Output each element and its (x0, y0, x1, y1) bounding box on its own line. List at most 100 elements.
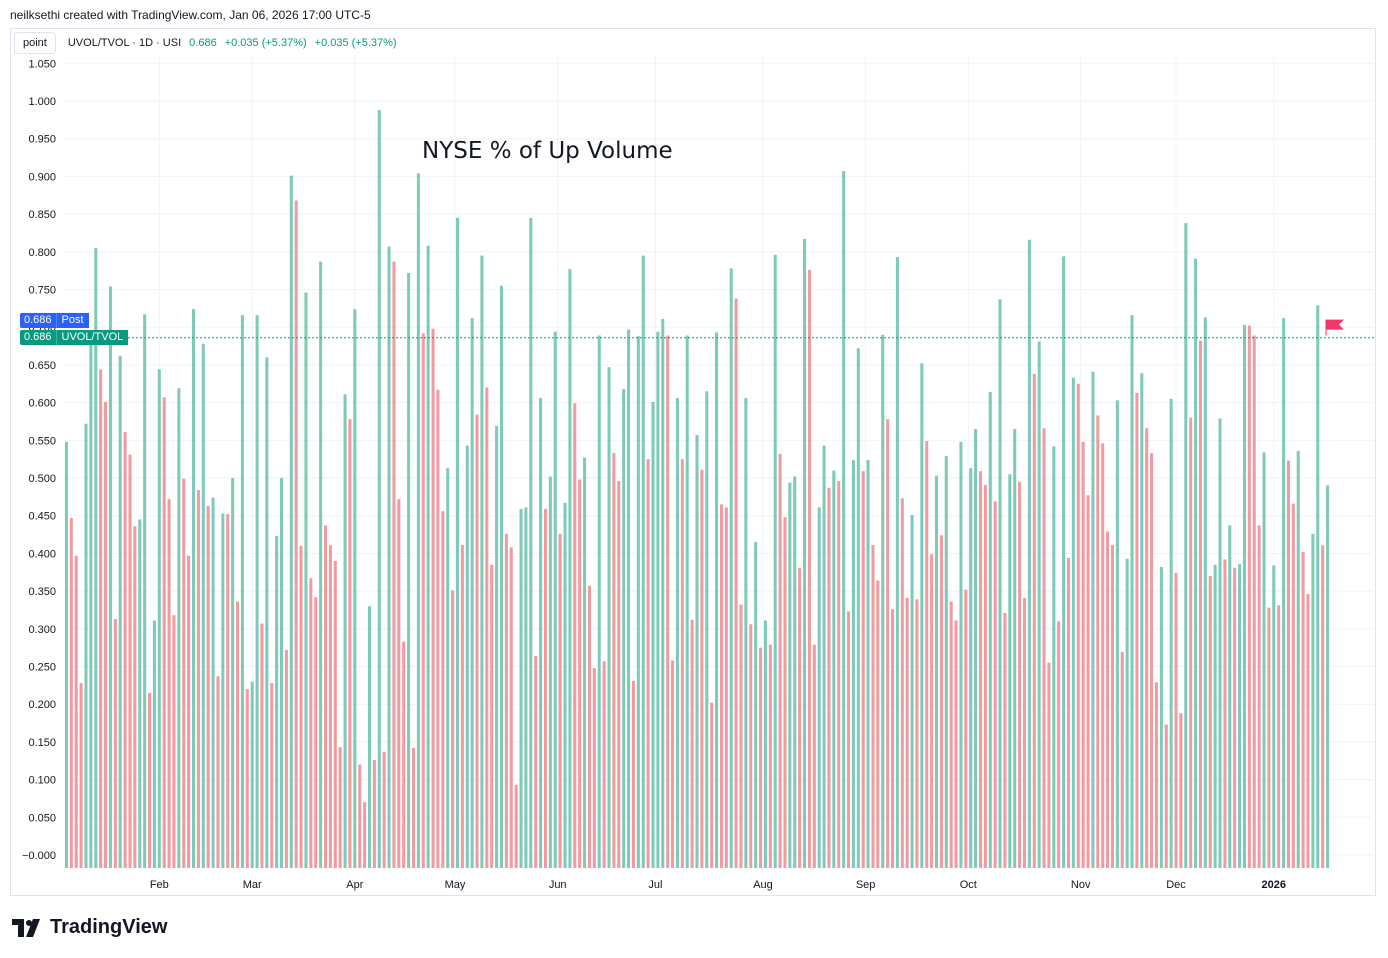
bar (123, 432, 127, 868)
bar (1252, 335, 1256, 868)
bar (1071, 377, 1075, 868)
point-button[interactable]: point (14, 32, 56, 54)
bar (685, 335, 689, 868)
bar (416, 173, 420, 868)
y-tick-label: 0.800 (28, 247, 56, 259)
bar (671, 660, 675, 868)
bar (812, 644, 816, 868)
bar (553, 331, 557, 869)
bar (1057, 621, 1061, 868)
bar (201, 343, 205, 868)
bar (729, 268, 733, 868)
bar (773, 254, 777, 868)
bar (392, 261, 396, 869)
bar (436, 389, 440, 868)
main-price-tag: 0.686 UVOL/TVOL (20, 330, 129, 345)
y-tick-label: 0.650 (28, 360, 56, 372)
symbol-label[interactable]: UVOL/TVOL · 1D · USI (67, 37, 182, 49)
post-price-value: 0.686 (20, 313, 56, 328)
bar (827, 487, 831, 868)
bar (578, 479, 582, 868)
bar (925, 441, 929, 868)
bar (519, 508, 523, 868)
tradingview-logo[interactable]: TradingView (12, 916, 167, 939)
last-value: 0.686 (189, 37, 217, 49)
bar (529, 217, 533, 868)
bar (177, 388, 181, 868)
bar (353, 309, 357, 869)
tradingview-logo-icon (12, 918, 40, 937)
bar (631, 680, 635, 868)
bar (358, 764, 362, 868)
bar (260, 623, 264, 868)
bar (69, 517, 73, 868)
bar (1277, 605, 1281, 868)
bar (118, 355, 122, 869)
bar (788, 482, 792, 868)
bar (754, 542, 758, 868)
bar (89, 330, 93, 869)
bar (289, 175, 293, 868)
bar (680, 459, 684, 868)
bar (656, 331, 660, 869)
bar (475, 414, 479, 868)
y-tick-label: 0.400 (28, 548, 56, 560)
y-tick-label: 0.050 (28, 812, 56, 824)
bar (216, 676, 220, 868)
bar (1145, 428, 1149, 868)
bar (851, 459, 855, 868)
bar (1086, 495, 1090, 868)
bar (793, 476, 797, 868)
bar (314, 597, 318, 868)
bar (617, 481, 621, 868)
bar (236, 601, 240, 868)
bar (695, 435, 699, 868)
x-tick-label: Oct (960, 879, 977, 891)
bar (920, 363, 924, 868)
x-tick-label: Aug (753, 879, 773, 891)
bar (382, 751, 386, 868)
bar (319, 261, 323, 869)
bar (1247, 325, 1251, 868)
post-price-label: Post (55, 313, 89, 328)
bar (192, 309, 196, 869)
bar (84, 423, 88, 868)
x-tick-label: Nov (1071, 879, 1091, 891)
bar (666, 335, 670, 868)
bar (1242, 324, 1246, 868)
bar (245, 689, 249, 868)
bar (1047, 662, 1051, 868)
bar (993, 501, 997, 868)
bar (407, 272, 411, 868)
bar (607, 367, 611, 868)
bar (837, 481, 841, 868)
y-tick-label: 0.150 (28, 737, 56, 749)
bar (196, 490, 200, 868)
chart-credit: neilksethi created with TradingView.com,… (10, 8, 371, 22)
y-tick-label: 0.950 (28, 134, 56, 146)
tradingview-logo-text: TradingView (50, 916, 168, 938)
bar (1169, 398, 1173, 868)
x-tick-label: 2026 (1262, 879, 1286, 891)
bar (79, 683, 83, 868)
bar (871, 545, 875, 868)
bar (1066, 557, 1071, 868)
bar (94, 248, 98, 868)
bar (1189, 417, 1193, 868)
bar (964, 589, 968, 868)
bar (1008, 474, 1012, 868)
y-tick-label: 0.100 (28, 775, 56, 787)
bar (1291, 503, 1295, 868)
bar (798, 567, 802, 868)
bar (744, 398, 748, 868)
bar (1081, 441, 1085, 868)
x-tick-label: Dec (1166, 879, 1186, 891)
bar (539, 398, 543, 868)
bar (1213, 564, 1217, 868)
bar (108, 286, 112, 869)
bar (1135, 392, 1139, 868)
bar (900, 498, 904, 868)
bar (133, 526, 137, 868)
bar (1027, 239, 1031, 869)
bar (548, 476, 552, 868)
